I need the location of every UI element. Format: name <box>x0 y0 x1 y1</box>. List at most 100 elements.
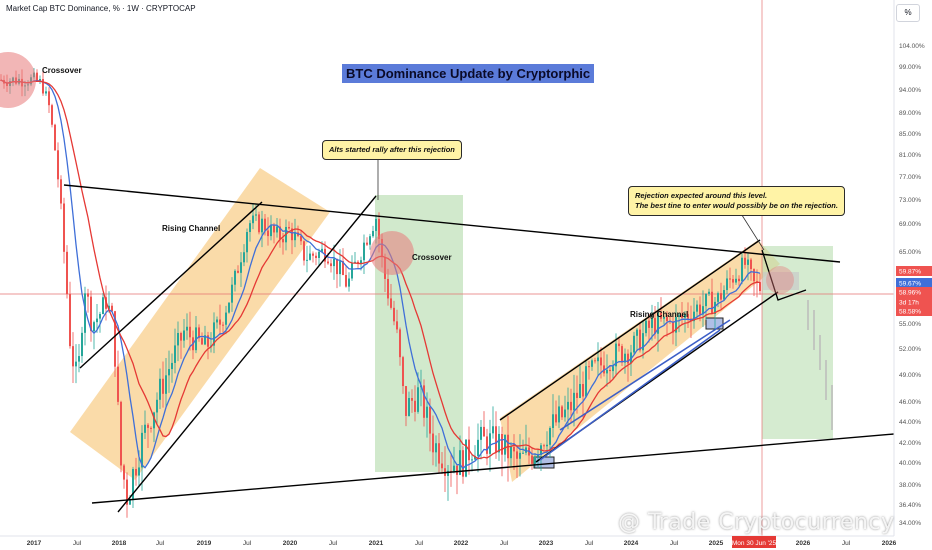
candle-body <box>96 318 98 323</box>
crossover-label: Crossover <box>412 253 452 262</box>
candle-body <box>51 105 53 125</box>
candle-body <box>513 446 515 452</box>
candle-body <box>435 443 437 453</box>
y-tick-label: 73.00% <box>899 197 921 204</box>
candle-body <box>267 230 269 237</box>
candle-body <box>612 366 614 372</box>
candle-body <box>225 312 227 325</box>
candle-body <box>597 357 599 362</box>
candle-body <box>276 226 278 233</box>
candle-body <box>183 330 185 341</box>
y-tick-label: 104.00% <box>899 43 925 50</box>
candle-body <box>396 321 398 330</box>
candle-body <box>645 320 647 334</box>
crossover-label: Crossover <box>42 66 82 75</box>
candle-body <box>588 366 590 368</box>
y-tick-label: 36.40% <box>899 502 921 509</box>
x-tick-label: 2018 <box>112 540 127 547</box>
candle-body <box>165 375 167 394</box>
x-tick-label: Jul <box>243 540 252 547</box>
candle-body <box>726 278 728 291</box>
rising-channel-line <box>79 201 263 369</box>
x-tick-label: Jul <box>156 540 165 547</box>
candle-body <box>678 315 680 318</box>
candle-body <box>636 329 638 336</box>
candle-body <box>90 296 92 332</box>
ascending-support-line <box>91 433 895 504</box>
candle-body <box>216 319 218 323</box>
candle-body <box>342 261 344 275</box>
candle-body <box>300 235 302 242</box>
price-label: 59.87% <box>899 269 921 276</box>
candle-body <box>327 261 329 264</box>
candle-body <box>441 463 443 469</box>
candle-body <box>687 314 689 319</box>
x-tick-label: 2020 <box>283 540 298 547</box>
y-tick-label: 99.00% <box>899 64 921 71</box>
x-tick-label: 2025 <box>709 540 724 547</box>
candle-body <box>573 392 575 411</box>
candle-body <box>255 214 257 216</box>
candle-body <box>177 332 179 346</box>
candle-body <box>393 307 395 322</box>
candle-body <box>606 369 608 374</box>
candle-body <box>693 311 695 322</box>
watermark: @ Trade Cryptocurrency <box>618 510 895 535</box>
rising-channel-line <box>117 195 377 513</box>
highlight-box <box>705 317 724 330</box>
candle-body <box>63 203 65 252</box>
candle-body <box>120 401 122 466</box>
candle-body <box>483 426 485 437</box>
candle-body <box>750 259 752 270</box>
y-tick-label: 49.00% <box>899 372 921 379</box>
candle-body <box>732 279 734 283</box>
x-tick-label: Jul <box>329 540 338 547</box>
candle-body <box>168 369 170 376</box>
candle-body <box>423 385 425 418</box>
candle-body <box>252 215 254 224</box>
y-tick-label: 85.00% <box>899 131 921 138</box>
candle-body <box>348 278 350 287</box>
y-tick-label: 42.00% <box>899 440 921 447</box>
candle-body <box>567 401 569 410</box>
candle-body <box>627 353 629 364</box>
percent-scale-button[interactable]: % <box>896 4 920 22</box>
candle-body <box>180 332 182 341</box>
descending-resistance-line <box>63 184 841 263</box>
y-tick-label: 94.00% <box>899 87 921 94</box>
candle-body <box>504 434 506 455</box>
candle-body <box>657 312 659 334</box>
candle-body <box>264 218 266 231</box>
candle-body <box>309 253 311 260</box>
price-label-badge <box>896 287 932 297</box>
candle-body <box>42 79 44 94</box>
candle-body <box>495 426 497 453</box>
candle-body <box>708 291 710 294</box>
y-tick-label: 34.00% <box>899 520 921 527</box>
candle-body <box>231 284 233 303</box>
candle-body <box>558 406 560 423</box>
candle-body <box>546 444 548 447</box>
candle-body <box>696 304 698 312</box>
candle-body <box>702 306 704 315</box>
candle-body <box>234 270 236 285</box>
candle-body <box>759 282 761 292</box>
candle-body <box>564 409 566 418</box>
candle-body <box>201 338 203 345</box>
candle-body <box>102 297 104 314</box>
x-tick-label: 2024 <box>624 540 639 547</box>
candle-body <box>387 278 389 299</box>
y-tick-label: 44.00% <box>899 419 921 426</box>
candle-body <box>81 332 83 357</box>
candle-body <box>720 293 722 300</box>
candle-body <box>501 433 503 455</box>
blue-channel-line <box>559 319 731 431</box>
candle-body <box>522 452 524 454</box>
price-label-badge <box>896 306 932 316</box>
candle-body <box>57 150 59 180</box>
candle-body <box>45 91 47 94</box>
candle-body <box>132 469 134 500</box>
orange-channel-zone <box>500 240 780 482</box>
candle-body <box>159 378 161 400</box>
